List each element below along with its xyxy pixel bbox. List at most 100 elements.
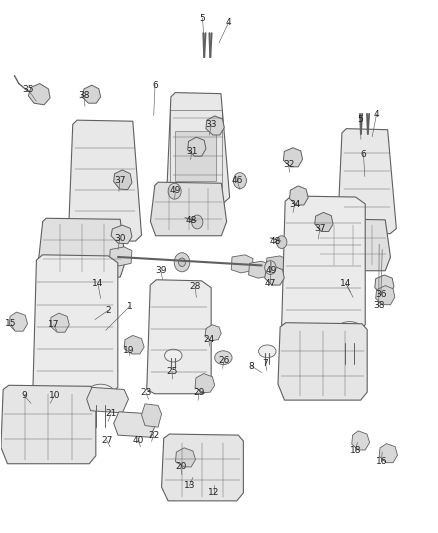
Text: 35: 35 [23,85,34,94]
Text: 49: 49 [170,185,181,195]
Text: 14: 14 [92,279,104,288]
Text: 10: 10 [49,391,60,400]
Polygon shape [278,322,367,400]
Polygon shape [28,84,50,105]
Polygon shape [68,120,141,241]
Text: 46: 46 [232,176,243,185]
Text: 34: 34 [289,200,300,209]
Polygon shape [352,431,370,450]
Text: 32: 32 [283,160,294,169]
Text: 5: 5 [200,14,205,23]
Text: 38: 38 [78,91,90,100]
Polygon shape [166,93,230,203]
Text: 15: 15 [5,319,17,328]
Polygon shape [50,313,69,332]
Text: 36: 36 [375,290,387,299]
Polygon shape [266,256,288,272]
Text: 28: 28 [189,282,201,291]
Ellipse shape [258,345,276,358]
Text: 2: 2 [105,306,111,315]
Circle shape [233,173,247,189]
Polygon shape [124,335,144,354]
Text: 9: 9 [21,391,27,400]
Text: 29: 29 [193,388,205,397]
Polygon shape [176,448,195,467]
Text: 16: 16 [376,457,387,466]
Polygon shape [9,312,28,331]
Text: 25: 25 [166,367,178,376]
Polygon shape [87,387,128,413]
Polygon shape [338,128,396,233]
Ellipse shape [335,321,364,343]
Polygon shape [39,218,125,277]
Polygon shape [150,182,226,236]
Text: 47: 47 [265,279,276,288]
Text: 7: 7 [263,359,268,368]
Text: 20: 20 [175,463,187,471]
Text: 17: 17 [48,320,60,329]
Text: 37: 37 [114,176,126,185]
Polygon shape [33,255,118,394]
Text: 13: 13 [184,481,195,490]
Polygon shape [114,170,132,190]
Polygon shape [82,85,101,103]
Polygon shape [195,374,215,393]
Polygon shape [282,196,365,331]
Polygon shape [249,261,270,278]
Text: 48: 48 [186,216,197,225]
Text: 22: 22 [148,431,159,440]
Bar [176,131,215,181]
Ellipse shape [86,384,116,406]
Circle shape [191,215,203,229]
Polygon shape [141,404,162,427]
Ellipse shape [165,349,182,362]
Polygon shape [114,412,156,437]
Text: 48: 48 [270,237,281,246]
Text: 33: 33 [205,120,217,130]
Circle shape [168,183,181,199]
Text: 12: 12 [208,488,219,497]
Polygon shape [315,213,333,231]
Text: 49: 49 [265,266,277,275]
Text: 26: 26 [219,357,230,366]
Text: 6: 6 [152,80,158,90]
Text: 23: 23 [140,388,152,397]
Text: 4: 4 [374,110,379,119]
Polygon shape [265,266,284,285]
Text: 30: 30 [114,235,126,244]
Text: 8: 8 [249,362,254,370]
Circle shape [179,258,185,266]
Text: 4: 4 [226,18,231,27]
Text: 18: 18 [350,446,361,455]
Text: 38: 38 [373,301,385,310]
Polygon shape [110,247,132,266]
Text: 5: 5 [357,115,364,124]
Polygon shape [283,148,303,167]
Polygon shape [375,275,394,294]
Ellipse shape [215,351,232,365]
Text: 27: 27 [101,436,113,445]
Polygon shape [205,325,221,341]
Text: 14: 14 [340,279,352,288]
Polygon shape [376,286,395,305]
Text: 31: 31 [186,147,198,156]
Text: 39: 39 [155,266,167,275]
Text: 6: 6 [360,150,366,159]
Text: 19: 19 [123,346,134,355]
Bar [170,110,222,188]
Polygon shape [316,219,391,271]
Circle shape [174,253,190,272]
Polygon shape [1,385,96,464]
Polygon shape [187,137,206,156]
Polygon shape [231,255,253,273]
Circle shape [276,236,287,248]
Text: 21: 21 [106,409,117,418]
Circle shape [265,261,276,274]
Polygon shape [162,434,244,501]
Polygon shape [147,280,211,394]
Text: 40: 40 [132,436,144,445]
Polygon shape [206,116,224,135]
Polygon shape [290,186,308,205]
Text: 1: 1 [127,302,133,311]
Polygon shape [379,443,397,463]
